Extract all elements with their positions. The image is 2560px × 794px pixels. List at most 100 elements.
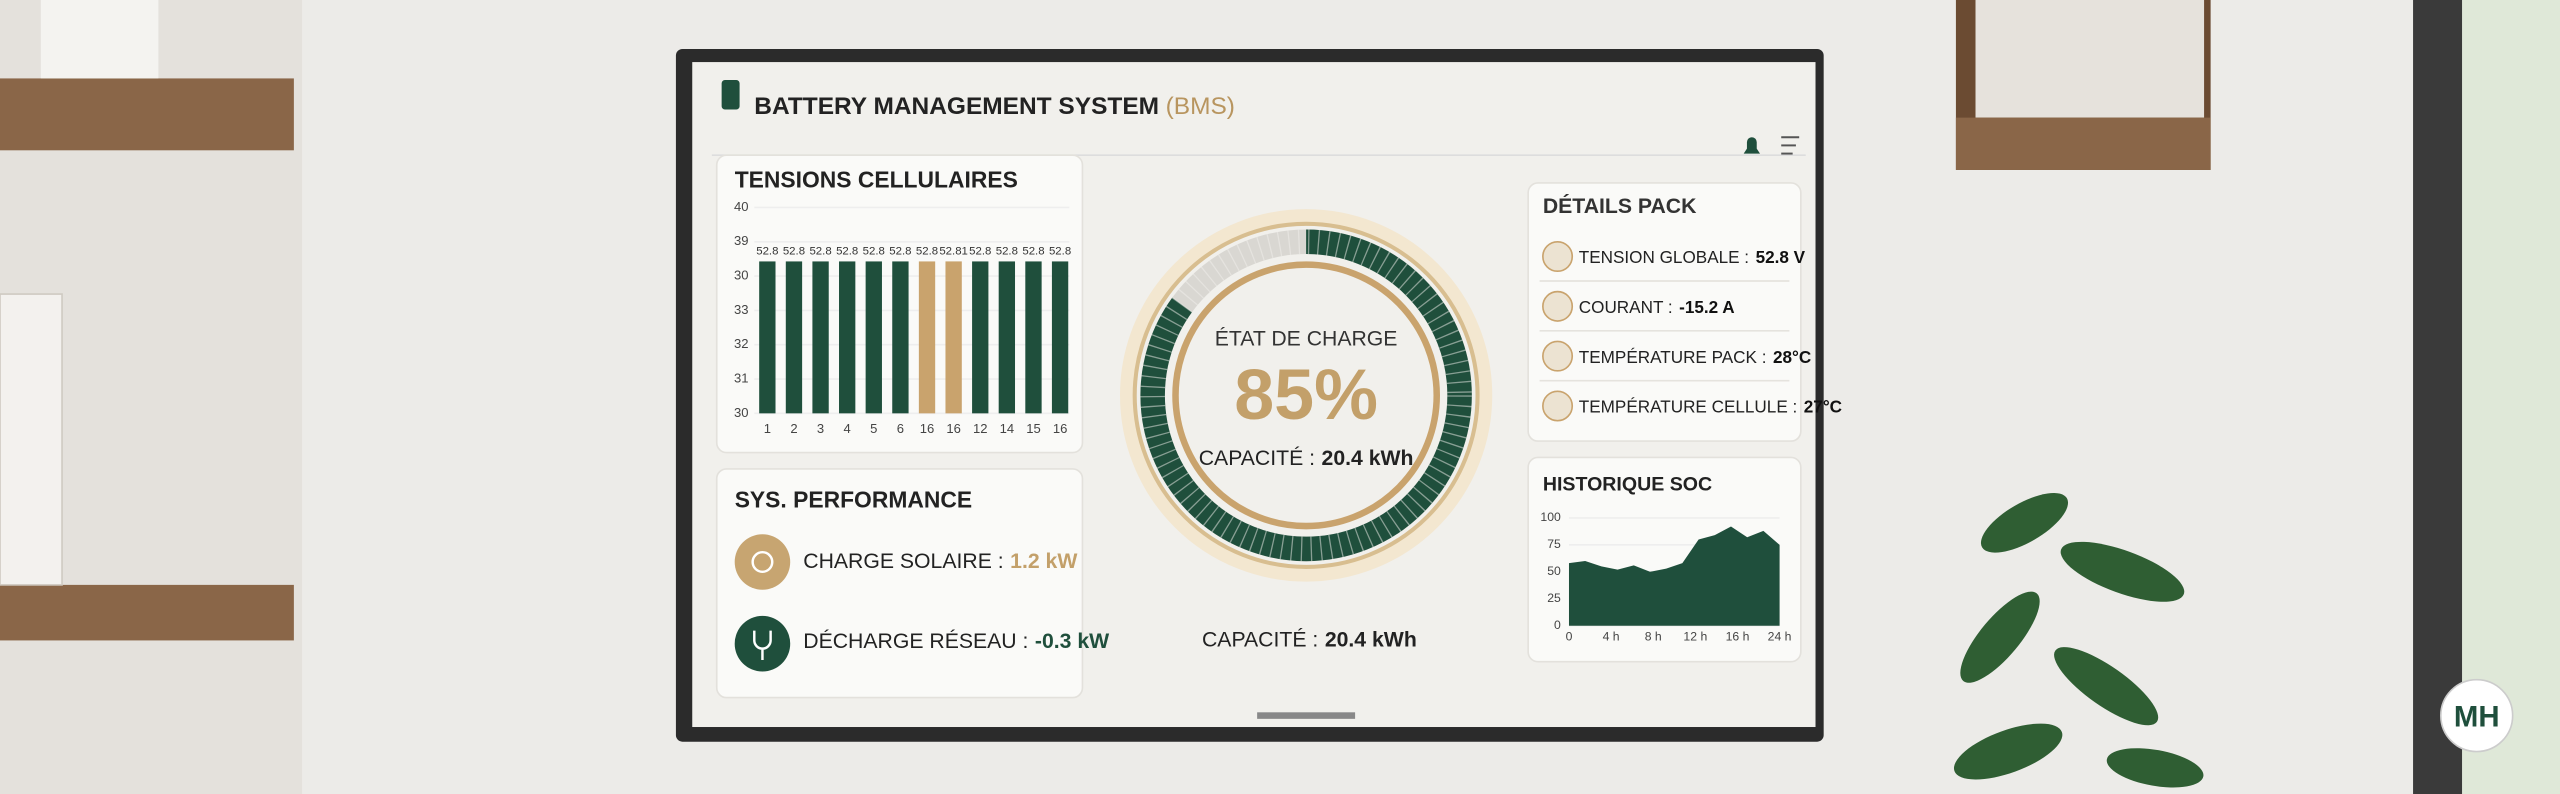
bar-label: 52.8	[916, 246, 938, 258]
y-tick-label: 33	[734, 302, 749, 317]
bar-label: 52.8	[836, 246, 858, 258]
panel-title: DÉTAILS PACK	[1543, 193, 1697, 218]
shelf	[0, 78, 294, 151]
title: BATTERY MANAGEMENT SYSTEM	[754, 93, 1159, 120]
y-tick-label: 0	[1554, 618, 1561, 632]
y-tick-label: 32	[734, 336, 749, 351]
y-tick-label: 50	[1547, 564, 1561, 578]
shelf-back	[1975, 0, 2205, 118]
shelf	[1955, 117, 2211, 170]
item-value: 52.8 V	[1756, 247, 1806, 267]
item-label: TEMPÉRATURE CELLULE :	[1579, 396, 1797, 416]
bar-label: 52.8	[1049, 246, 1071, 258]
battery-icon	[721, 80, 740, 110]
item-label: DÉCHARGE RÉSEAU :	[803, 628, 1028, 653]
performance-panel	[715, 468, 1084, 699]
x-tick-label: 4 h	[1603, 629, 1620, 643]
x-tick-label: 5	[870, 421, 877, 436]
watermark-badge	[2440, 678, 2514, 753]
bar-label: 52.8	[969, 246, 991, 258]
item-label: TENSION GLOBALE :	[1579, 247, 1749, 267]
item-icon	[1542, 390, 1574, 422]
gauge-value: 85%	[1234, 355, 1378, 435]
bar	[812, 261, 829, 414]
item-icon	[1542, 340, 1574, 372]
y-tick-label: 30	[734, 268, 749, 283]
pack-item: TEMPÉRATURE PACK : 28°C	[1579, 346, 1811, 366]
gauge-glow	[1120, 209, 1493, 582]
soc-area	[1568, 526, 1780, 626]
pack-item: TENSION GLOBALE : 52.8 V	[1579, 247, 1806, 267]
y-tick-label: 40	[734, 199, 749, 214]
capacity-label: CAPACITÉ :	[1199, 445, 1315, 470]
x-tick-label: 24 h	[1768, 629, 1792, 643]
item-value: 27°C	[1804, 396, 1842, 416]
x-tick-label: 12 h	[1683, 629, 1707, 643]
item-icon	[1542, 240, 1574, 273]
x-tick-label: 4	[844, 421, 851, 436]
bar	[892, 261, 909, 414]
bar-label: 52.8	[863, 246, 885, 258]
panel-title: TENSIONS CELLULAIRES	[735, 166, 1018, 192]
tv-stand	[1257, 712, 1356, 719]
bar	[918, 261, 936, 414]
y-tick-label: 75	[1547, 537, 1561, 551]
item-value: -0.3 kW	[1035, 630, 1109, 653]
bar-label: 52.8	[996, 246, 1018, 258]
window	[2462, 0, 2560, 794]
item-label: COURANT :	[1579, 296, 1673, 316]
y-tick-label: 31	[734, 370, 749, 385]
bar	[865, 261, 882, 414]
x-tick-label: 3	[817, 421, 824, 436]
y-tick-label: 100	[1540, 510, 1561, 524]
x-tick-label: 0	[1566, 629, 1573, 643]
panel-title: SYS. PERFORMANCE	[735, 487, 972, 513]
bar	[759, 261, 776, 414]
plant	[1953, 492, 2204, 788]
gauge-capacity: CAPACITÉ : 20.4 kWh	[1199, 445, 1414, 470]
bar-label: 52.8	[809, 246, 831, 258]
x-tick-label: 1	[764, 421, 771, 436]
sun-icon	[734, 534, 791, 590]
pack-item: COURANT : -15.2 A	[1579, 296, 1735, 316]
bell-button[interactable]	[1743, 137, 1760, 154]
item-label: CHARGE SOLAIRE :	[803, 550, 1003, 573]
y-tick-label: 25	[1547, 591, 1561, 605]
vase	[40, 0, 159, 79]
plug-icon	[734, 615, 791, 672]
capacity-value: 20.4 kWh	[1322, 447, 1414, 470]
sun-glyph	[751, 550, 774, 574]
bar-label: 52.8	[783, 246, 805, 258]
x-tick-label: 14	[1000, 421, 1015, 436]
frame	[0, 293, 63, 586]
performance-item: CHARGE SOLAIRE : 1.2 kW	[803, 550, 1077, 573]
capacity-value: 20.4 kWh	[1325, 628, 1417, 651]
performance-item: DÉCHARGE RÉSEAU : -0.3 kW	[803, 628, 1109, 653]
item-label: TEMPÉRATURE PACK :	[1579, 346, 1767, 366]
x-tick-label: 16	[946, 421, 961, 436]
shelf	[0, 584, 294, 641]
y-tick-label: 30	[734, 405, 749, 420]
x-tick-label: 6	[897, 421, 904, 436]
plug-glyph	[753, 630, 772, 661]
gauge-arc	[1140, 229, 1472, 562]
bar	[1025, 261, 1042, 414]
item-icon	[1542, 290, 1574, 322]
title-badge: (BMS)	[1166, 93, 1235, 120]
watermark: MH	[2454, 701, 2500, 734]
bar	[1051, 261, 1069, 414]
x-tick-label: 16 h	[1726, 629, 1750, 643]
footer-capacity: CAPACITÉ : 20.4 kWh	[1202, 626, 1417, 651]
item-value: 28°C	[1773, 346, 1811, 366]
x-tick-label: 15	[1026, 421, 1041, 436]
gauge-inner-ring	[1172, 261, 1440, 530]
menu-button[interactable]	[1781, 136, 1800, 155]
gauge-title: ÉTAT DE CHARGE	[1215, 325, 1398, 350]
x-tick-label: 12	[973, 421, 988, 436]
bar-label: 52.8	[756, 246, 778, 258]
x-tick-label: 16	[920, 421, 935, 436]
app-title: BATTERY MANAGEMENT SYSTEM (BMS)	[754, 93, 1235, 120]
bar	[945, 261, 962, 414]
